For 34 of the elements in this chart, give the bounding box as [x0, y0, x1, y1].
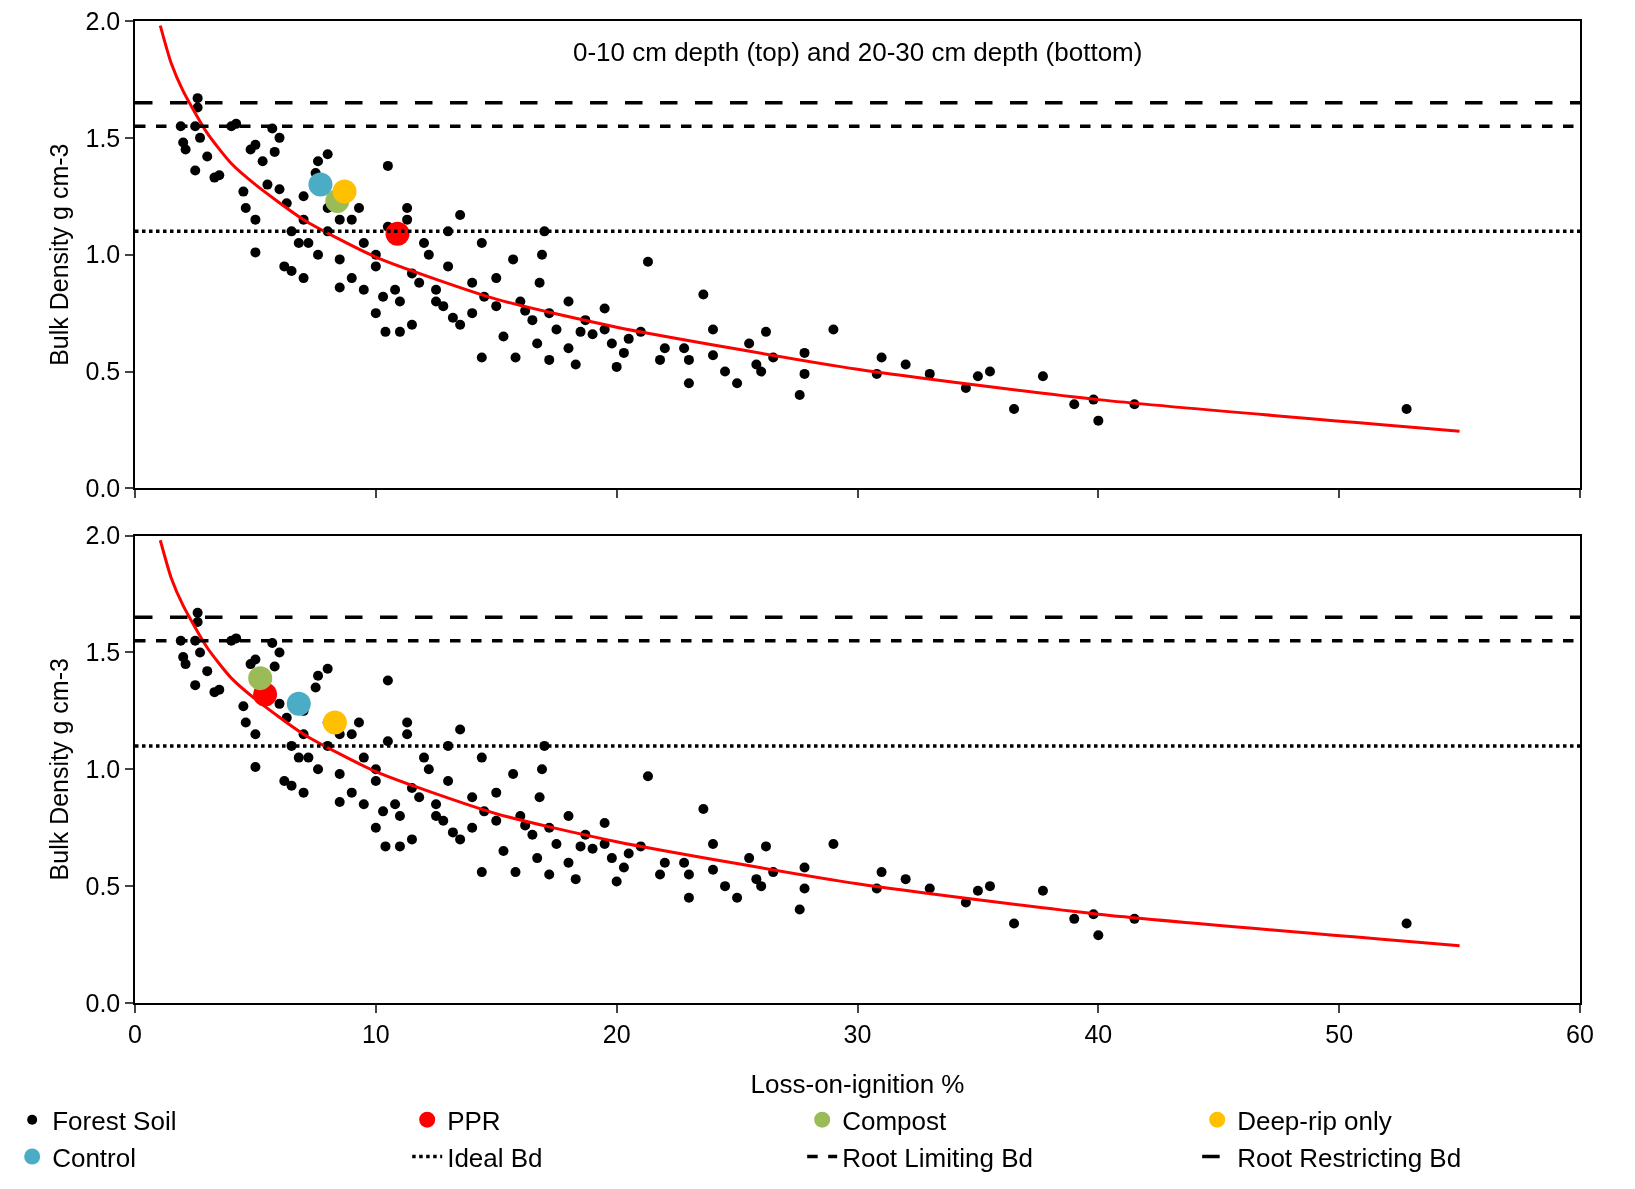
- legend-label: Deep-rip only: [1237, 1105, 1392, 1136]
- x-tick-label: 20: [602, 1019, 631, 1048]
- x-tick-label: 40: [1084, 1019, 1113, 1048]
- legend-label: Control: [52, 1142, 136, 1173]
- point: [332, 179, 357, 204]
- y-tick-label: 1.0: [85, 240, 121, 269]
- annotation: 0-10 cm depth (top) and 20-30 cm depth (bottom): [573, 37, 1143, 67]
- point: [385, 221, 410, 246]
- line-series: [158, 538, 1462, 948]
- y-tick-label: 2.0: [85, 521, 121, 550]
- legend-label: PPR: [447, 1105, 501, 1136]
- line-series: [158, 24, 1462, 433]
- legend-label: Compost: [842, 1105, 947, 1136]
- x-tick-label: 0: [128, 1019, 142, 1048]
- x-tick-label: 10: [361, 1019, 390, 1048]
- x-tick-label: 60: [1566, 1019, 1594, 1048]
- y-tick-label: 0.0: [85, 474, 121, 503]
- legend-label: Forest Soil: [52, 1105, 177, 1136]
- legend-label: Root Restricting Bd: [1237, 1142, 1462, 1173]
- y-axis-title: Bulk Density g cm-3: [44, 658, 73, 881]
- y-tick-label: 0.5: [85, 357, 121, 386]
- x-tick-label: 30: [843, 1019, 872, 1048]
- legend-label: Root Limiting Bd: [842, 1142, 1033, 1173]
- y-tick-label: 2.0: [85, 6, 121, 35]
- x-tick-label: 50: [1325, 1019, 1354, 1048]
- y-axis-title: Bulk Density g cm-3: [44, 143, 73, 366]
- y-tick-label: 0.0: [85, 988, 121, 1017]
- point: [308, 172, 333, 197]
- y-tick-label: 1.5: [85, 123, 121, 152]
- x-axis-title: Loss-on-ignition %: [750, 1068, 965, 1099]
- y-tick-label: 0.5: [85, 871, 121, 900]
- y-tick-label: 1.5: [85, 638, 121, 667]
- legend-label: Ideal Bd: [447, 1142, 543, 1173]
- y-tick-label: 1.0: [85, 755, 121, 784]
